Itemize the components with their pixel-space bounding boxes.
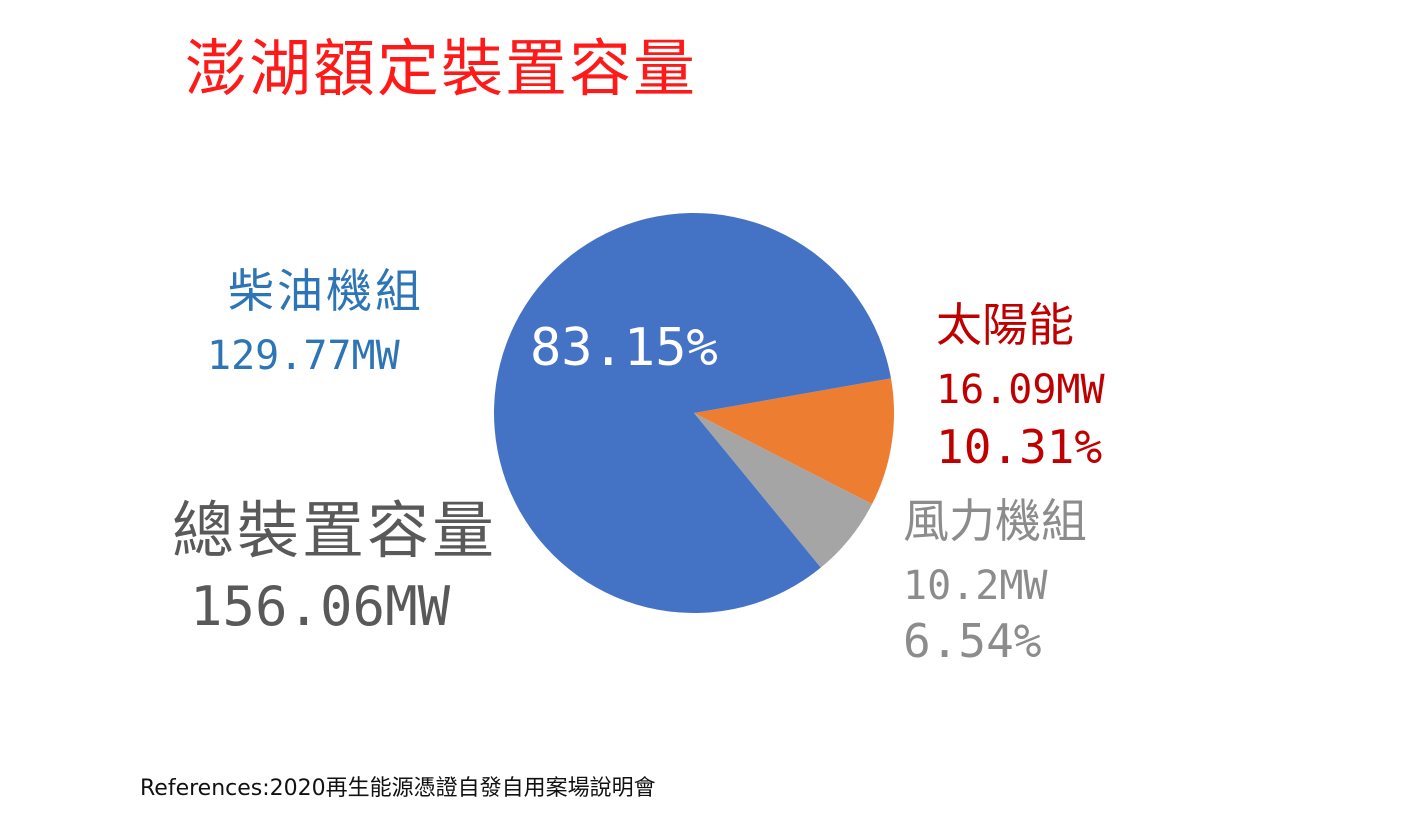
diesel-value: 129.77MW [207, 333, 400, 379]
wind-value: 10.2MW [903, 563, 1048, 609]
total-capacity-value: 156.06MW [190, 575, 451, 638]
wind-label: 風力機組 [903, 494, 1087, 548]
pie-slice-solar [694, 378, 894, 505]
pie-slice-diesel [494, 213, 891, 614]
references-text: References:2020再生能源憑證自發自用案場說明會 [140, 776, 656, 801]
chart-title: 澎湖額定裝置容量 [185, 32, 698, 105]
solar-label: 太陽能 [936, 298, 1074, 352]
solar-value: 16.09MW [936, 367, 1105, 413]
diesel-percent: 83.15% [530, 318, 718, 378]
diesel-label: 柴油機組 [228, 264, 424, 318]
wind-percent: 6.54% [903, 614, 1042, 668]
total-capacity-label: 總裝置容量 [172, 494, 498, 567]
solar-percent: 10.31% [936, 420, 1103, 474]
pie-slice-wind [694, 413, 873, 568]
